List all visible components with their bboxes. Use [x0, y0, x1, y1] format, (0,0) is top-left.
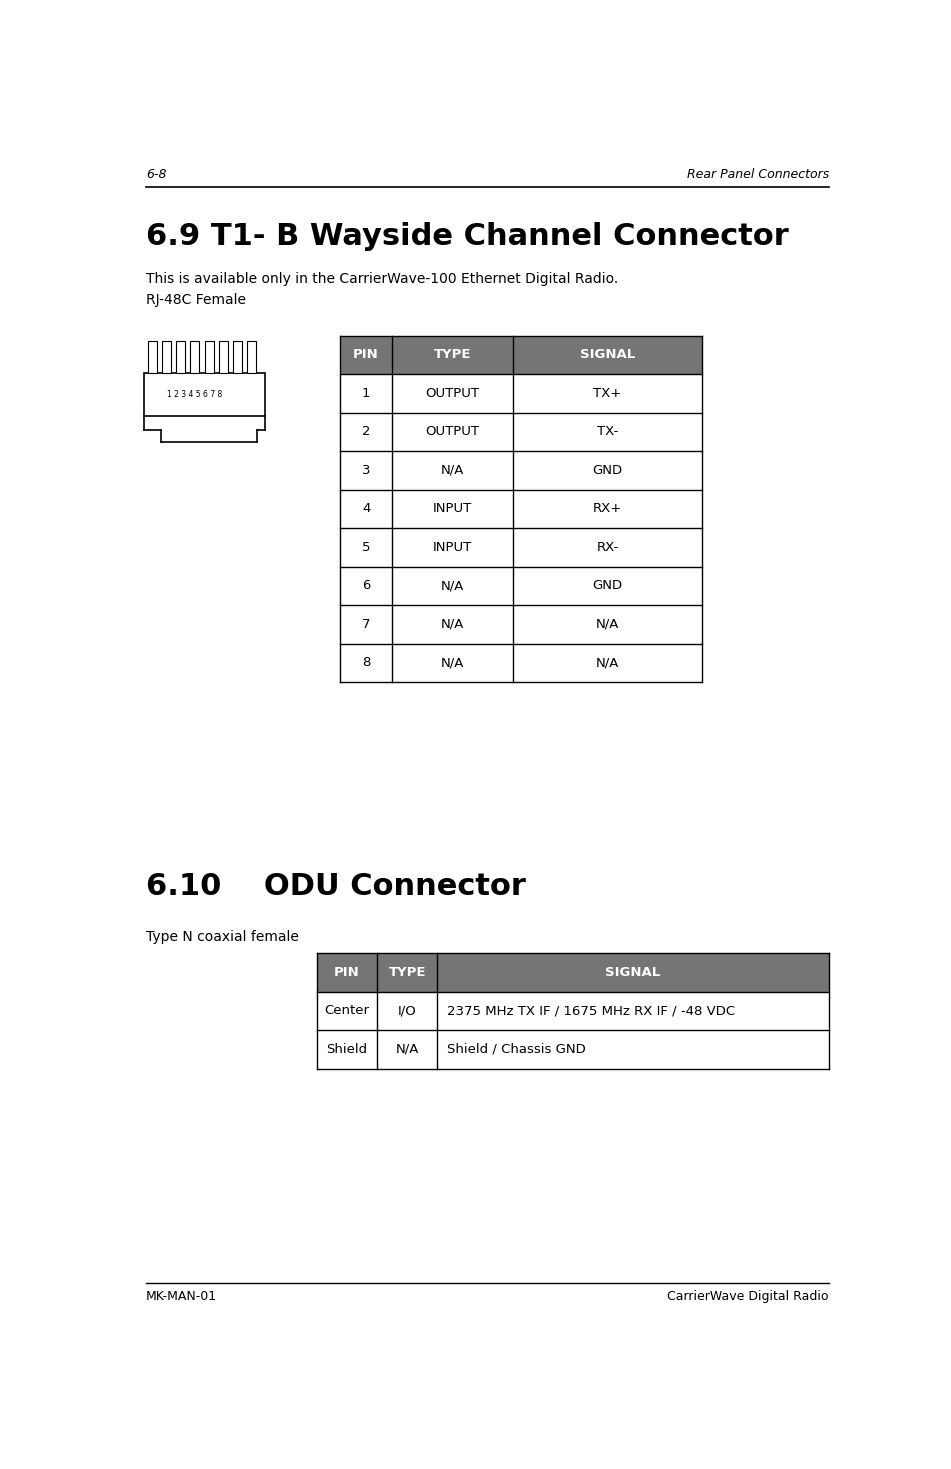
- Text: 6.10    ODU Connector: 6.10 ODU Connector: [146, 873, 526, 902]
- Text: SIGNAL: SIGNAL: [580, 348, 635, 361]
- Bar: [340, 336, 703, 375]
- Text: 1 2 3 4 5 6 7 8: 1 2 3 4 5 6 7 8: [167, 391, 223, 400]
- Bar: [317, 992, 828, 1030]
- Text: N/A: N/A: [441, 579, 464, 592]
- Bar: [190, 341, 200, 373]
- Text: PIN: PIN: [334, 967, 359, 978]
- Bar: [340, 567, 703, 605]
- Bar: [340, 451, 703, 489]
- Bar: [246, 341, 256, 373]
- Text: Rear Panel Connectors: Rear Panel Connectors: [687, 167, 828, 181]
- Text: SIGNAL: SIGNAL: [606, 967, 661, 978]
- Bar: [340, 489, 703, 529]
- Text: 4: 4: [362, 502, 370, 516]
- Text: INPUT: INPUT: [433, 541, 472, 554]
- Bar: [317, 953, 828, 992]
- Bar: [340, 413, 703, 451]
- Text: OUTPUT: OUTPUT: [425, 426, 479, 438]
- Text: 6-8: 6-8: [146, 167, 166, 181]
- Text: Center: Center: [324, 1005, 369, 1018]
- Bar: [340, 643, 703, 682]
- Text: CarrierWave Digital Radio: CarrierWave Digital Radio: [668, 1290, 828, 1303]
- Text: N/A: N/A: [396, 1043, 418, 1056]
- Text: PIN: PIN: [353, 348, 379, 361]
- Text: 3: 3: [361, 464, 370, 477]
- Text: 8: 8: [362, 657, 370, 670]
- Text: 5: 5: [361, 541, 370, 554]
- Text: TX+: TX+: [593, 386, 622, 400]
- Text: TX-: TX-: [597, 426, 618, 438]
- Text: RJ-48C Female: RJ-48C Female: [146, 292, 246, 307]
- Text: RX-: RX-: [596, 541, 619, 554]
- Text: This is available only in the CarrierWave-100 Ethernet Digital Radio.: This is available only in the CarrierWav…: [146, 272, 618, 286]
- Text: 6: 6: [362, 579, 370, 592]
- Bar: [148, 341, 157, 373]
- Bar: [340, 605, 703, 643]
- Text: 2375 MHz TX IF / 1675 MHz RX IF / -48 VDC: 2375 MHz TX IF / 1675 MHz RX IF / -48 VD…: [447, 1005, 735, 1018]
- Text: 2: 2: [361, 426, 370, 438]
- Text: GND: GND: [592, 579, 623, 592]
- Text: MK-MAN-01: MK-MAN-01: [146, 1290, 217, 1303]
- Bar: [317, 1030, 828, 1069]
- Text: INPUT: INPUT: [433, 502, 472, 516]
- Bar: [177, 341, 185, 373]
- Text: 7: 7: [361, 618, 370, 630]
- Text: N/A: N/A: [441, 464, 464, 477]
- Text: Shield: Shield: [326, 1043, 367, 1056]
- Text: RX+: RX+: [592, 502, 622, 516]
- Text: Shield / Chassis GND: Shield / Chassis GND: [447, 1043, 586, 1056]
- Text: TYPE: TYPE: [434, 348, 472, 361]
- Text: TYPE: TYPE: [388, 967, 426, 978]
- Bar: [233, 341, 242, 373]
- Text: 6.9 T1- B Wayside Channel Connector: 6.9 T1- B Wayside Channel Connector: [146, 222, 788, 251]
- Text: N/A: N/A: [596, 618, 619, 630]
- Text: N/A: N/A: [441, 618, 464, 630]
- Text: OUTPUT: OUTPUT: [425, 386, 479, 400]
- Bar: [204, 341, 214, 373]
- Text: N/A: N/A: [441, 657, 464, 670]
- Text: Type N coaxial female: Type N coaxial female: [146, 930, 299, 945]
- Bar: [340, 375, 703, 413]
- Text: 1: 1: [361, 386, 370, 400]
- Text: GND: GND: [592, 464, 623, 477]
- Bar: [219, 341, 227, 373]
- Text: I/O: I/O: [398, 1005, 417, 1018]
- Bar: [340, 529, 703, 567]
- Bar: [163, 341, 171, 373]
- Text: N/A: N/A: [596, 657, 619, 670]
- Bar: [144, 373, 265, 416]
